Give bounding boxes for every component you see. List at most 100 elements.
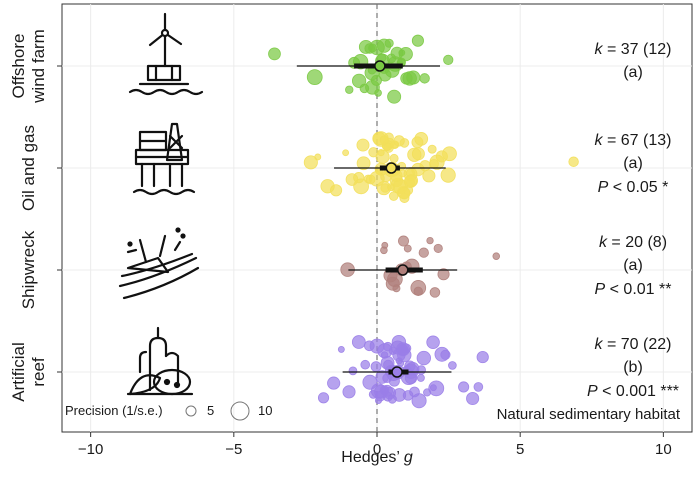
data-point xyxy=(458,381,470,393)
data-point xyxy=(411,136,424,149)
data-point xyxy=(356,156,371,171)
data-point xyxy=(393,135,405,147)
data-marks xyxy=(268,34,579,409)
data-point xyxy=(429,154,445,170)
data-point xyxy=(416,350,432,366)
data-point xyxy=(413,286,423,297)
x-tick-label: −5 xyxy=(225,441,242,458)
data-point xyxy=(428,380,445,397)
group-label: (b) xyxy=(623,359,643,376)
p-value-label: P < 0.01 ** xyxy=(595,281,672,298)
data-point xyxy=(306,69,323,86)
k-value: = 20 (8) xyxy=(607,234,667,251)
data-point xyxy=(345,85,354,94)
data-point xyxy=(442,146,457,162)
data-point xyxy=(368,390,378,399)
data-point xyxy=(398,186,411,200)
data-point xyxy=(327,376,341,390)
data-point xyxy=(356,138,370,152)
data-point xyxy=(492,252,501,260)
data-point xyxy=(303,155,318,170)
y-label-shipwreck: Shipwreck xyxy=(19,230,38,309)
k-label: k = 70 (22) xyxy=(595,336,672,353)
data-point xyxy=(473,382,484,392)
data-point xyxy=(426,335,440,350)
series-offshore-wind-farm xyxy=(268,34,454,104)
x-tick-label: 0 xyxy=(373,441,381,458)
data-point xyxy=(418,247,429,258)
data-point xyxy=(370,361,382,372)
data-point xyxy=(419,73,430,84)
p-symbol: P xyxy=(598,179,609,196)
data-point xyxy=(369,39,385,56)
shipwreck-icon xyxy=(118,227,200,300)
point-estimate xyxy=(385,162,398,174)
series-oil-and-gas xyxy=(303,131,579,203)
data-point xyxy=(426,236,434,245)
data-point xyxy=(403,244,412,253)
wind-farm-icon xyxy=(128,12,204,96)
data-point xyxy=(317,392,330,404)
habitat-annotation: Natural sedimentary habitat xyxy=(497,406,681,423)
p-value: < 0.001 *** xyxy=(598,383,679,400)
data-point xyxy=(382,373,392,384)
artificial-reef-icon xyxy=(126,326,194,396)
k-label: k = 37 (12) xyxy=(595,41,672,58)
data-point xyxy=(398,235,409,247)
data-point xyxy=(359,83,370,94)
data-point xyxy=(337,345,345,353)
p-symbol: P xyxy=(595,281,606,298)
p-symbol: P xyxy=(587,383,598,400)
data-point xyxy=(427,144,437,154)
series-artificial-reef xyxy=(317,334,489,409)
data-point xyxy=(362,374,378,390)
data-point xyxy=(422,169,436,183)
data-point xyxy=(392,284,401,293)
y-label-offshore-line2: wind farm xyxy=(29,29,48,104)
precision-legend: Precision (1/s.e.) 5 10 xyxy=(65,401,272,421)
data-point xyxy=(392,348,406,362)
x-tick-label: −10 xyxy=(78,441,103,458)
data-point xyxy=(268,47,281,61)
x-axis-label-main: Hedges’ xyxy=(341,449,404,466)
data-point xyxy=(389,153,399,163)
legend-circle-10 xyxy=(230,401,250,421)
p-value: < 0.05 * xyxy=(608,179,668,196)
x-tick-label: 5 xyxy=(516,441,524,458)
data-point xyxy=(351,335,366,349)
data-point xyxy=(387,89,402,104)
y-label-reef-line1: Artificial xyxy=(9,342,28,402)
data-point xyxy=(387,183,395,192)
legend-label-10: 10 xyxy=(258,403,272,418)
x-tick-label: 10 xyxy=(655,441,672,458)
data-point xyxy=(330,184,343,197)
x-axis-ticks: −10 −5 0 5 10 xyxy=(57,65,672,458)
k-symbol: k xyxy=(595,41,604,58)
data-point xyxy=(379,135,389,145)
data-point xyxy=(437,268,450,281)
data-point xyxy=(377,149,385,157)
data-point xyxy=(406,70,421,85)
k-symbol: k xyxy=(595,132,604,149)
data-point xyxy=(429,287,441,298)
x-axis-label: Hedges’ g xyxy=(341,449,413,466)
data-point xyxy=(568,156,579,167)
k-symbol: k xyxy=(599,234,608,251)
group-label: (a) xyxy=(623,257,643,274)
data-point xyxy=(448,361,457,370)
data-point xyxy=(416,373,425,382)
oil-rig-icon xyxy=(132,122,196,196)
data-point xyxy=(360,359,371,370)
right-annotations: k = 37 (12) (a) k = 67 (13) (a) P < 0.05 * k … xyxy=(587,41,679,400)
data-point xyxy=(380,246,388,255)
p-value: < 0.01 ** xyxy=(605,281,671,298)
data-point xyxy=(314,153,322,161)
legend-circle-5 xyxy=(185,405,197,417)
y-label-reef-line2: reef xyxy=(29,357,48,387)
data-point xyxy=(411,147,425,161)
data-point xyxy=(411,393,427,409)
legend-label-5: 5 xyxy=(207,403,214,418)
data-point xyxy=(433,243,443,253)
p-value-label: P < 0.001 *** xyxy=(587,383,679,400)
data-point xyxy=(369,171,385,187)
